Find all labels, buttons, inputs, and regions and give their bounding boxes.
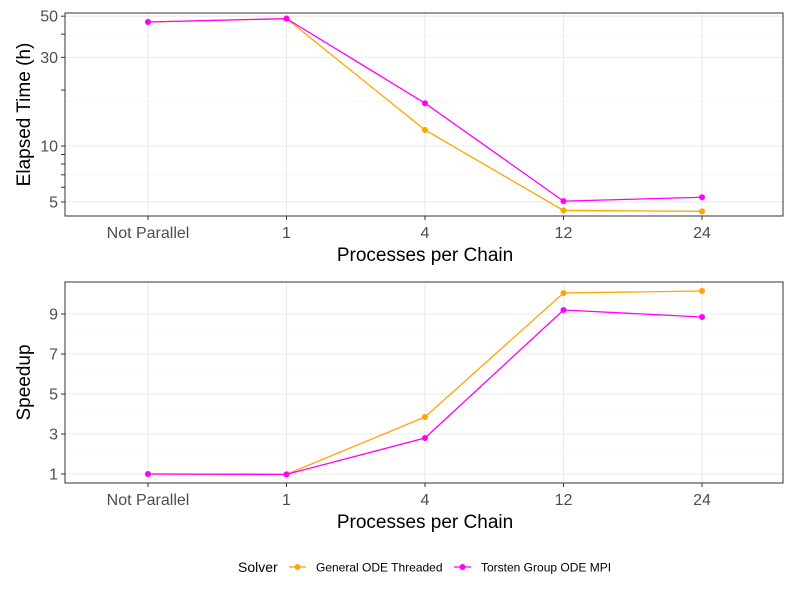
speedup-y-tick-label: 9 <box>49 307 58 324</box>
elapsed-x-tick-label: 24 <box>693 225 711 242</box>
speedup-x-tick-label: 1 <box>282 492 291 509</box>
elapsed-y-tick-label: 5 <box>49 194 58 211</box>
elapsed-point-torsten-group-ode-mpi <box>699 194 705 201</box>
elapsed-y-tick-label: 30 <box>40 50 58 67</box>
speedup-y-tick-label: 1 <box>49 467 58 484</box>
elapsed-point-torsten-group-ode-mpi <box>145 19 151 26</box>
elapsed-point-torsten-group-ode-mpi <box>283 15 290 22</box>
elapsed-point-general-ode-threaded <box>560 207 567 214</box>
speedup-point-torsten-group-ode-mpi <box>283 471 290 478</box>
legend-key-point-general-ode-threaded <box>294 564 301 570</box>
elapsed-y-tick-label: 10 <box>40 139 58 156</box>
speedup-x-tick-label: 24 <box>693 492 711 509</box>
elapsed-point-torsten-group-ode-mpi <box>560 198 567 205</box>
elapsed-point-general-ode-threaded <box>699 208 705 215</box>
legend-key-point-torsten-group-ode-mpi <box>459 564 466 570</box>
speedup-point-general-ode-threaded <box>560 290 567 296</box>
elapsed-y-axis-title: Elapsed Time (h) <box>14 43 35 187</box>
speedup-x-tick-label: Not Parallel <box>107 492 190 509</box>
elapsed-x-tick-label: 1 <box>282 225 291 242</box>
elapsed-point-general-ode-threaded <box>422 126 428 133</box>
speedup-x-tick-label: 12 <box>555 492 573 509</box>
speedup-x-axis-title: Processes per Chain <box>337 512 513 533</box>
speedup-point-torsten-group-ode-mpi <box>145 471 151 477</box>
speedup-y-axis-title: Speedup <box>14 344 35 420</box>
speedup-point-torsten-group-ode-mpi <box>560 307 567 313</box>
legend-title: Solver <box>238 559 278 575</box>
elapsed-panel-border <box>64 12 784 217</box>
elapsed-x-axis-title: Processes per Chain <box>337 245 513 266</box>
speedup-point-general-ode-threaded <box>422 414 428 420</box>
speedup-point-torsten-group-ode-mpi <box>422 435 428 441</box>
speedup-point-torsten-group-ode-mpi <box>699 314 705 320</box>
elapsed-y-tick-label: 50 <box>40 9 58 26</box>
speedup-y-tick-label: 5 <box>49 387 58 404</box>
legend-label-general-ode-threaded: General ODE Threaded <box>316 561 443 575</box>
elapsed-point-torsten-group-ode-mpi <box>422 100 428 107</box>
elapsed-x-tick-label: 12 <box>555 225 573 242</box>
speedup-point-general-ode-threaded <box>699 288 705 294</box>
speedup-panel-border <box>64 281 784 484</box>
elapsed-x-tick-label: Not Parallel <box>107 225 190 242</box>
speedup-y-tick-label: 3 <box>49 427 58 444</box>
elapsed-x-tick-label: 4 <box>421 225 430 242</box>
legend-label-torsten-group-ode-mpi: Torsten Group ODE MPI <box>481 561 611 575</box>
speedup-y-tick-label: 7 <box>49 347 58 364</box>
speedup-x-tick-label: 4 <box>421 492 430 509</box>
